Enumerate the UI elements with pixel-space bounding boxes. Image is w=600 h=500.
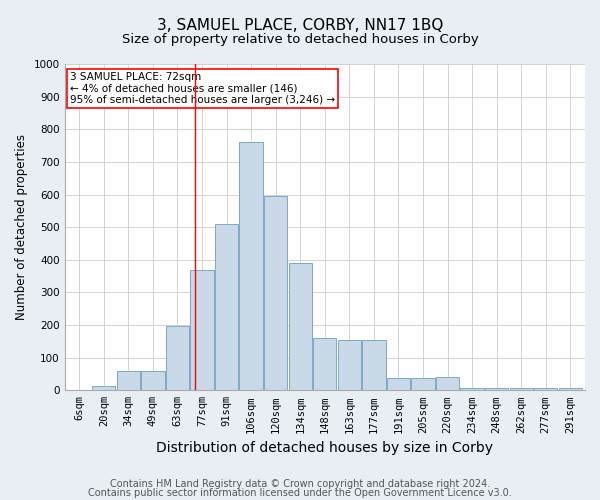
Text: 3, SAMUEL PLACE, CORBY, NN17 1BQ: 3, SAMUEL PLACE, CORBY, NN17 1BQ [157, 18, 443, 32]
Bar [117, 370, 140, 390]
Text: Contains public sector information licensed under the Open Government Licence v3: Contains public sector information licen… [88, 488, 512, 498]
Bar [460, 388, 484, 390]
Bar [239, 142, 263, 390]
Bar [362, 340, 386, 390]
Text: Contains HM Land Registry data © Crown copyright and database right 2024.: Contains HM Land Registry data © Crown c… [110, 479, 490, 489]
Text: Size of property relative to detached houses in Corby: Size of property relative to detached ho… [122, 32, 478, 46]
Bar [534, 388, 557, 390]
Bar [289, 263, 312, 390]
Y-axis label: Number of detached properties: Number of detached properties [15, 134, 28, 320]
Bar [485, 388, 508, 390]
Bar [264, 196, 287, 390]
Bar [436, 376, 459, 390]
Bar [313, 338, 337, 390]
Text: 3 SAMUEL PLACE: 72sqm
← 4% of detached houses are smaller (146)
95% of semi-deta: 3 SAMUEL PLACE: 72sqm ← 4% of detached h… [70, 72, 335, 106]
Bar [387, 378, 410, 390]
Bar [412, 378, 434, 390]
Bar [190, 270, 214, 390]
Bar [215, 224, 238, 390]
Bar [166, 326, 189, 390]
Bar [559, 388, 582, 390]
Bar [141, 370, 164, 390]
Bar [92, 386, 115, 390]
Bar [338, 340, 361, 390]
X-axis label: Distribution of detached houses by size in Corby: Distribution of detached houses by size … [156, 441, 493, 455]
Bar [509, 388, 533, 390]
